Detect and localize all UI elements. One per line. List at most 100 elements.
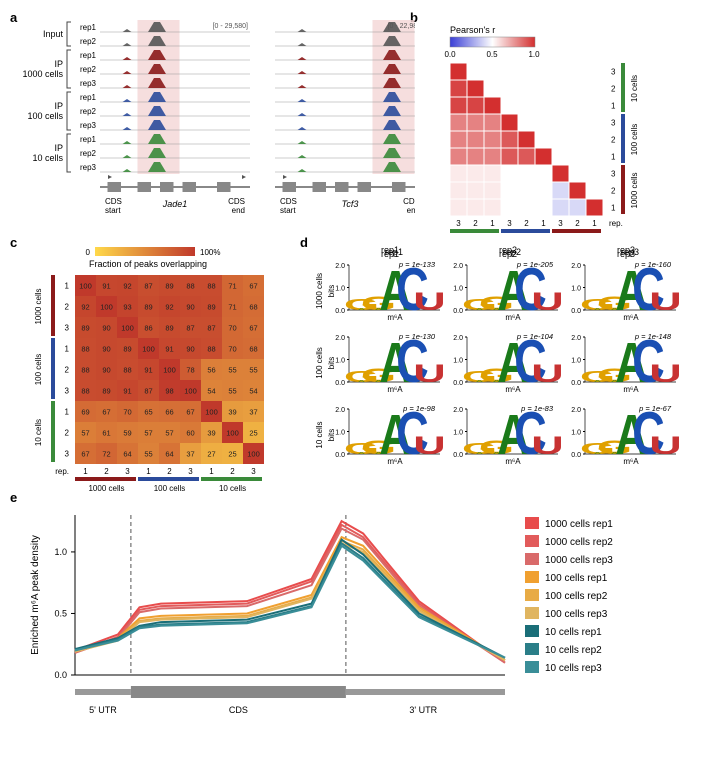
svg-text:100%: 100% [200,248,220,257]
svg-text:87: 87 [144,387,152,396]
svg-text:78: 78 [186,366,194,375]
svg-text:10 cells: 10 cells [219,484,246,493]
svg-text:54: 54 [207,387,215,396]
svg-text:67: 67 [249,324,257,333]
svg-text:100: 100 [247,450,260,459]
svg-text:66: 66 [165,408,173,417]
svg-text:100: 100 [205,408,218,417]
svg-text:rep3: rep3 [80,163,97,172]
svg-text:3' UTR: 3' UTR [409,705,437,715]
svg-text:37: 37 [249,408,257,417]
svg-text:100 cells rep3: 100 cells rep3 [545,609,608,620]
panel-c: 0100%Fraction of peaks overlapping100919… [20,245,305,495]
svg-text:1: 1 [65,282,70,291]
panel-label-e: e [10,490,17,505]
svg-text:91: 91 [144,366,152,375]
svg-text:rep2: rep2 [80,107,97,116]
svg-text:U: U [413,287,445,315]
svg-text:71: 71 [228,282,236,291]
svg-text:59: 59 [123,429,131,438]
svg-text:67: 67 [249,282,257,291]
svg-text:U: U [531,431,563,459]
svg-text:rep1: rep1 [80,93,97,102]
svg-text:1000 cells: 1000 cells [630,172,639,208]
svg-text:57: 57 [165,429,173,438]
svg-text:100: 100 [163,366,176,375]
svg-text:rep1: rep1 [80,51,97,60]
panel-b: Pearson's r0.00.51.032132132110 cells100… [415,15,701,235]
svg-text:37: 37 [186,450,194,459]
svg-text:88: 88 [81,345,89,354]
svg-text:5' UTR: 5' UTR [89,705,117,715]
svg-text:1: 1 [83,467,88,476]
svg-text:67: 67 [81,450,89,459]
svg-text:end: end [232,206,245,215]
svg-text:Tcf3: Tcf3 [342,199,359,209]
svg-text:92: 92 [81,303,89,312]
svg-text:1.0: 1.0 [335,286,345,293]
svg-text:100: 100 [79,282,92,291]
svg-text:U: U [649,431,681,459]
svg-text:1: 1 [65,408,70,417]
svg-text:2: 2 [524,219,529,228]
svg-text:3: 3 [251,467,256,476]
svg-text:61: 61 [102,429,110,438]
svg-text:88: 88 [186,282,194,291]
svg-text:2: 2 [611,187,616,196]
svg-text:2: 2 [65,303,70,312]
svg-text:start: start [280,206,296,215]
svg-text:86: 86 [144,324,152,333]
svg-text:1: 1 [65,345,70,354]
svg-text:64: 64 [123,450,131,459]
svg-text:2.0: 2.0 [453,263,463,270]
svg-text:2: 2 [230,467,235,476]
svg-text:1: 1 [592,219,597,228]
svg-text:92: 92 [123,282,131,291]
svg-text:64: 64 [165,450,173,459]
svg-text:2.0: 2.0 [335,407,345,414]
svg-text:100: 100 [226,429,239,438]
svg-text:start: start [105,206,121,215]
svg-text:100 cells: 100 cells [315,347,324,379]
svg-text:1.0: 1.0 [335,430,345,437]
svg-text:60: 60 [186,429,194,438]
svg-text:68: 68 [249,345,257,354]
svg-text:Input: Input [43,29,64,39]
panel-d: 1000 cellsbitsrep1rep1p = 1e-1330.01.02.… [310,245,695,495]
svg-text:89: 89 [123,345,131,354]
svg-text:1: 1 [209,467,214,476]
svg-text:88: 88 [207,345,215,354]
svg-text:89: 89 [165,324,173,333]
svg-text:92: 92 [165,303,173,312]
svg-text:89: 89 [207,303,215,312]
svg-text:91: 91 [165,345,173,354]
svg-text:3: 3 [611,170,616,179]
svg-text:1000 cells: 1000 cells [315,273,324,309]
svg-text:3: 3 [611,119,616,128]
svg-text:rep3: rep3 [617,245,635,255]
svg-text:25: 25 [228,450,236,459]
svg-text:U: U [413,431,445,459]
svg-text:10 cells: 10 cells [32,153,63,163]
svg-text:rep2: rep2 [80,65,97,74]
svg-text:91: 91 [123,387,131,396]
svg-text:89: 89 [144,303,152,312]
svg-text:55: 55 [144,450,152,459]
svg-text:1.0: 1.0 [335,358,345,365]
svg-text:CDS: CDS [403,197,415,206]
svg-text:1.0: 1.0 [571,358,581,365]
svg-text:IP: IP [54,59,63,69]
svg-text:2.0: 2.0 [453,335,463,342]
svg-text:100 cells rep1: 100 cells rep1 [545,573,608,584]
svg-text:72: 72 [102,450,110,459]
svg-text:rep1: rep1 [381,245,399,255]
svg-text:100: 100 [142,345,155,354]
svg-text:87: 87 [186,324,194,333]
svg-text:1.0: 1.0 [453,430,463,437]
svg-text:56: 56 [207,366,215,375]
svg-text:Pearson's r: Pearson's r [450,25,495,35]
svg-text:65: 65 [144,408,152,417]
svg-text:0.0: 0.0 [54,670,67,680]
svg-text:10 cells: 10 cells [315,421,324,448]
svg-text:2.0: 2.0 [571,335,581,342]
